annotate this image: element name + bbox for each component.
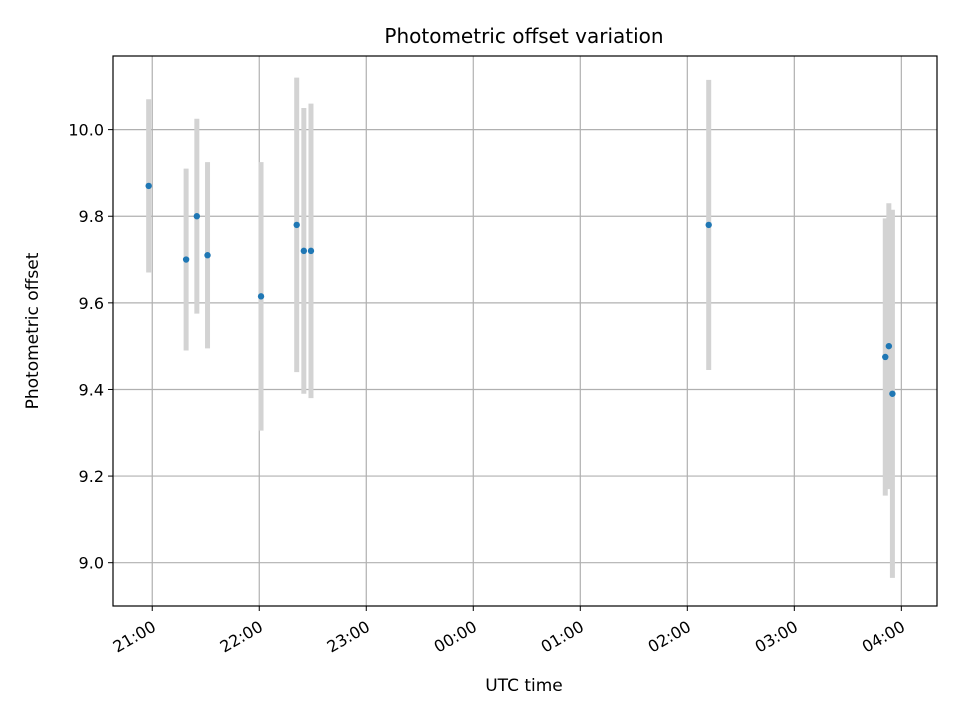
y-tick-label: 9.8 [79,207,104,226]
y-axis-label: Photometric offset [23,252,43,409]
y-tick-label: 10.0 [68,121,104,140]
data-point [257,293,265,300]
chart-title: Photometric offset variation [384,24,663,48]
y-tick-label: 9.0 [79,554,104,573]
plot-frame [112,55,938,607]
y-tick-label: 9.4 [79,380,104,399]
data-point [145,182,152,190]
data-point [307,247,315,255]
data-point [705,221,712,229]
data-point [193,213,201,220]
data-points [145,182,896,397]
data-point [882,353,889,361]
x-axis-label: UTC time [485,676,563,696]
data-point [204,252,211,259]
data-point [885,342,893,350]
y-tick-label: 9.6 [79,294,104,313]
data-point [293,221,300,229]
data-point [889,390,896,397]
data-point [300,247,308,255]
grid [113,56,937,606]
data-point [182,256,190,263]
y-axis-ticks: 9.0 9.2 9.4 9.6 9.8 10.0 [68,121,113,573]
y-tick-label: 9.2 [79,467,104,486]
